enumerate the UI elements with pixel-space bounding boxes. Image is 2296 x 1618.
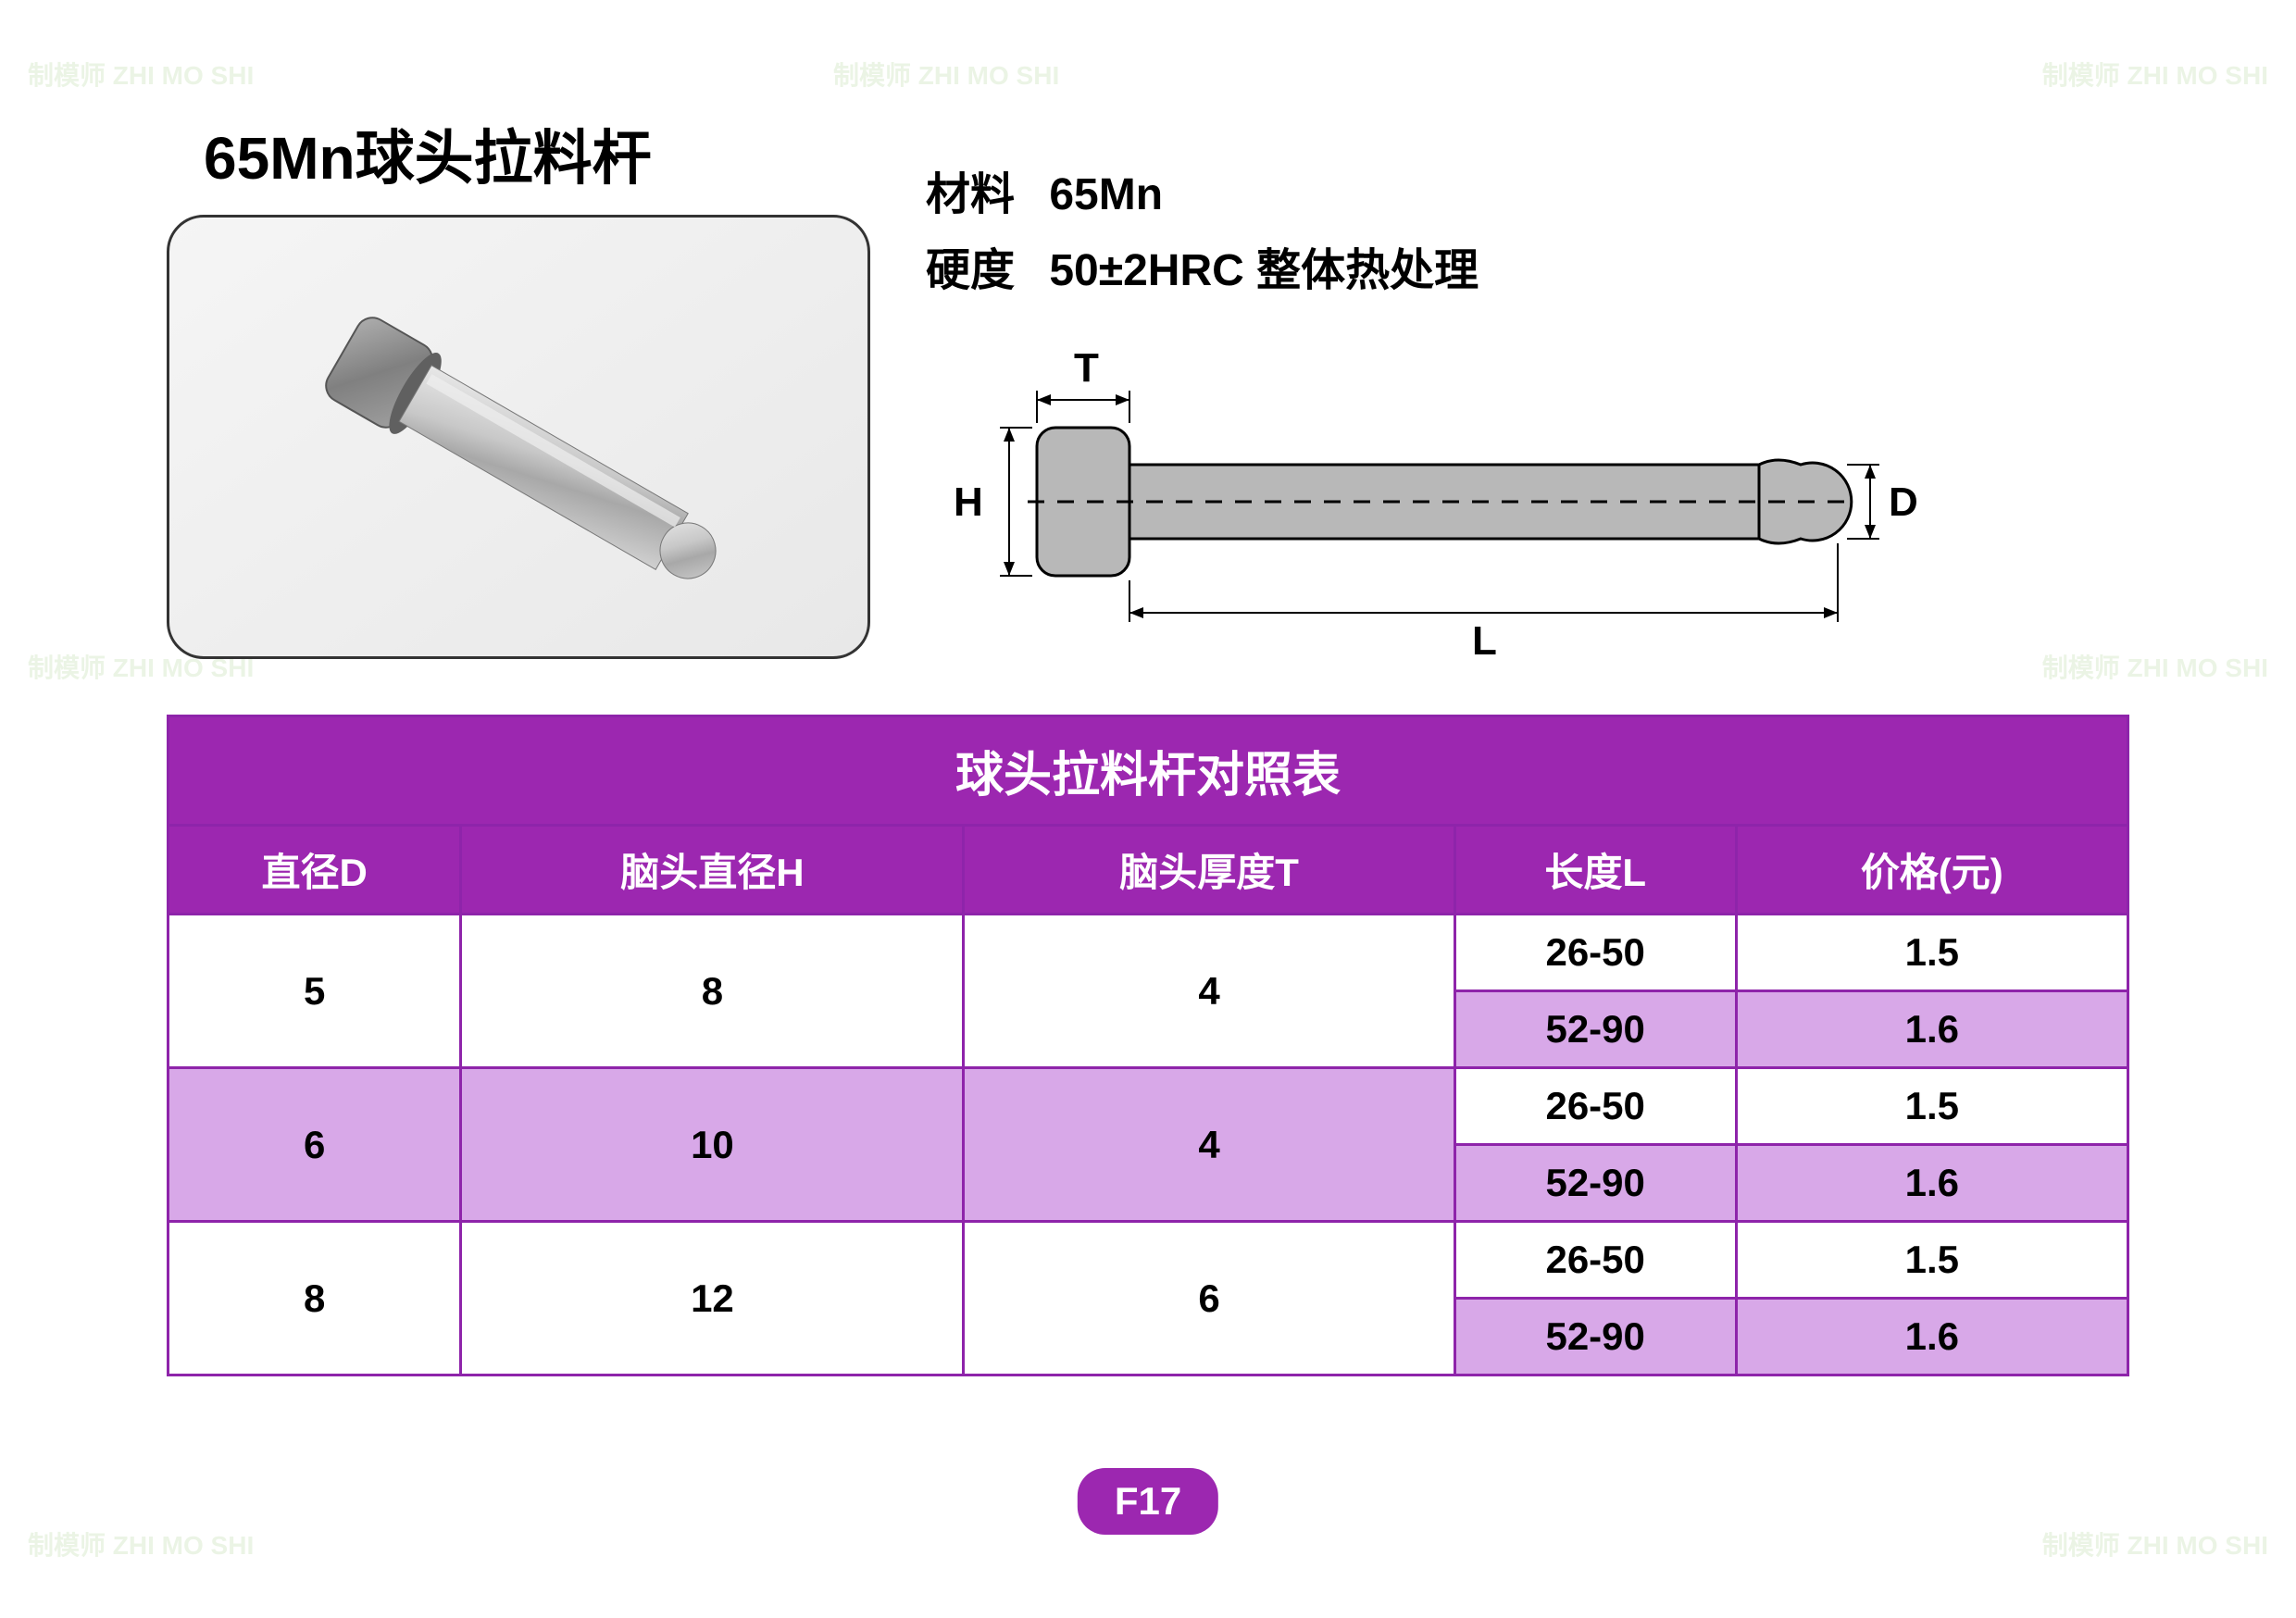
spec-material-label: 材料 (926, 157, 1037, 222)
cell-h: 10 (461, 1068, 964, 1222)
watermark: 制模师 ZHI MO SHI (2042, 1525, 2268, 1562)
cell-price: 1.5 (1736, 915, 2128, 991)
spec-hardness-value: 50±2HRC 整体热处理 (1049, 246, 1479, 295)
cell-d: 6 (168, 1068, 461, 1222)
col-price: 价格(元) (1736, 826, 2128, 915)
cell-l: 26-50 (1454, 915, 1736, 991)
cell-price: 1.6 (1736, 991, 2128, 1068)
cell-price: 1.5 (1736, 1222, 2128, 1299)
spec-hardness: 硬度 50±2HRC 整体热处理 (926, 233, 2129, 298)
table-row: 8 12 6 26-50 1.5 (168, 1222, 2128, 1299)
cell-h: 12 (461, 1222, 964, 1375)
cell-price: 1.6 (1736, 1145, 2128, 1222)
diagram-label-l: L (1472, 618, 1497, 659)
cell-t: 4 (964, 1068, 1454, 1222)
watermark: 制模师 ZHI MO SHI (28, 56, 254, 93)
spec-hardness-label: 硬度 (926, 233, 1037, 298)
col-l: 长度L (1454, 826, 1736, 915)
right-column: 材料 65Mn 硬度 50±2HRC 整体热处理 (926, 111, 2129, 659)
cell-price: 1.6 (1736, 1299, 2128, 1375)
table-row: 5 8 4 26-50 1.5 (168, 915, 2128, 991)
watermark: 制模师 ZHI MO SHI (28, 1525, 254, 1562)
cell-d: 8 (168, 1222, 461, 1375)
diagram-label-h: H (954, 479, 983, 525)
left-column: 65Mn球头拉料杆 (167, 111, 870, 659)
col-d: 直径D (168, 826, 461, 915)
top-section: 65Mn球头拉料杆 (167, 111, 2129, 659)
technical-diagram: T H D L (926, 335, 1944, 659)
watermark: 制模师 ZHI MO SHI (833, 56, 1059, 93)
product-photo (167, 215, 870, 659)
page-badge: F17 (1078, 1468, 1218, 1535)
table-row: 6 10 4 26-50 1.5 (168, 1068, 2128, 1145)
cell-h: 8 (461, 915, 964, 1068)
diagram-label-d: D (1889, 479, 1918, 525)
cell-l: 52-90 (1454, 991, 1736, 1068)
cell-t: 4 (964, 915, 1454, 1068)
diagram-svg: T H D L (926, 335, 1944, 659)
watermark: 制模师 ZHI MO SHI (2042, 56, 2268, 93)
table-title: 球头拉料杆对照表 (168, 716, 2128, 826)
cell-l: 26-50 (1454, 1222, 1736, 1299)
spec-material-value: 65Mn (1049, 170, 1163, 219)
spec-table: 球头拉料杆对照表 直径D 脑头直径H 脑头厚度T 长度L 价格(元) 5 8 4… (167, 715, 2129, 1376)
table-title-row: 球头拉料杆对照表 (168, 716, 2128, 826)
product-photo-svg (194, 233, 842, 641)
cell-l: 52-90 (1454, 1145, 1736, 1222)
col-t: 脑头厚度T (964, 826, 1454, 915)
cell-d: 5 (168, 915, 461, 1068)
cell-price: 1.5 (1736, 1068, 2128, 1145)
diagram-label-t: T (1074, 345, 1099, 391)
cell-l: 52-90 (1454, 1299, 1736, 1375)
product-title: 65Mn球头拉料杆 (167, 111, 870, 196)
spec-material: 材料 65Mn (926, 157, 2129, 222)
cell-l: 26-50 (1454, 1068, 1736, 1145)
cell-t: 6 (964, 1222, 1454, 1375)
table-header-row: 直径D 脑头直径H 脑头厚度T 长度L 价格(元) (168, 826, 2128, 915)
col-h: 脑头直径H (461, 826, 964, 915)
